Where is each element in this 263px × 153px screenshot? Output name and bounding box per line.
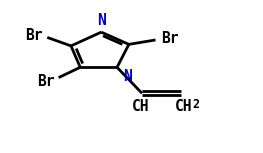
Text: 2: 2	[192, 98, 200, 111]
Text: N: N	[97, 13, 106, 28]
Text: Br: Br	[161, 31, 178, 46]
Text: CH: CH	[132, 99, 149, 114]
Text: Br: Br	[37, 74, 55, 89]
Text: Br: Br	[26, 28, 43, 43]
Text: N: N	[124, 69, 132, 84]
Text: CH: CH	[175, 99, 193, 114]
